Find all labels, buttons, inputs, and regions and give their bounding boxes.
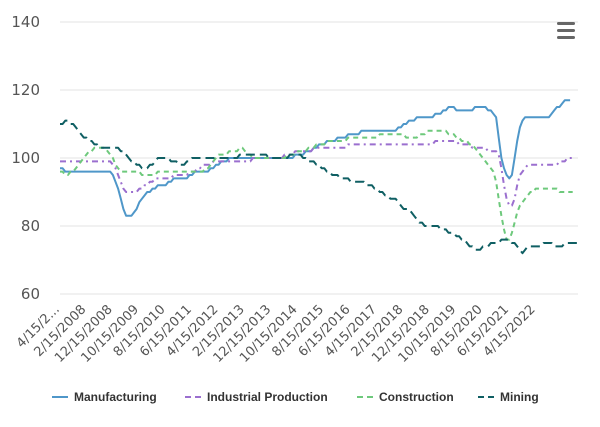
legend-swatch-industrial-production	[185, 396, 201, 398]
chart-legend: Manufacturing Industrial Production Cons…	[0, 384, 600, 412]
legend-item-industrial-production[interactable]: Industrial Production	[185, 390, 328, 404]
series-line-manufacturing[interactable]	[60, 99, 571, 217]
legend-item-construction[interactable]: Construction	[357, 390, 454, 404]
legend-item-manufacturing[interactable]: Manufacturing	[52, 390, 157, 404]
hamburger-menu-icon-bar	[557, 29, 575, 32]
series-line-industrial-production[interactable]	[60, 140, 573, 207]
chart-menu-button[interactable]	[553, 22, 579, 44]
legend-swatch-mining	[478, 396, 494, 398]
series-lines	[60, 99, 578, 255]
legend-label: Industrial Production	[207, 390, 328, 404]
legend-item-mining[interactable]: Mining	[478, 390, 539, 404]
hamburger-menu-icon	[557, 22, 575, 25]
hamburger-menu-icon-bar	[557, 36, 575, 39]
y-axis-ticks: 60 80 100 120 140	[11, 13, 40, 303]
legend-label: Construction	[379, 390, 454, 404]
x-axis-ticks: 4/15/2...2/15/200812/15/200810/15/20098/…	[14, 302, 539, 366]
legend-label: Manufacturing	[74, 390, 157, 404]
line-chart: 60 80 100 120 140 4/15/2...2/15/200812/15/20…	[11, 13, 578, 366]
legend-label: Mining	[500, 390, 539, 404]
y-tick-label: 100	[11, 149, 40, 167]
y-tick-label: 140	[11, 13, 40, 31]
legend-swatch-manufacturing	[52, 396, 68, 398]
y-tick-label: 120	[11, 81, 40, 99]
y-tick-label: 80	[21, 217, 40, 235]
grid-lines	[60, 21, 578, 295]
series-line-construction[interactable]	[60, 129, 573, 241]
y-tick-label: 60	[21, 285, 40, 303]
series-line-mining[interactable]	[60, 119, 578, 255]
legend-swatch-construction	[357, 396, 373, 398]
